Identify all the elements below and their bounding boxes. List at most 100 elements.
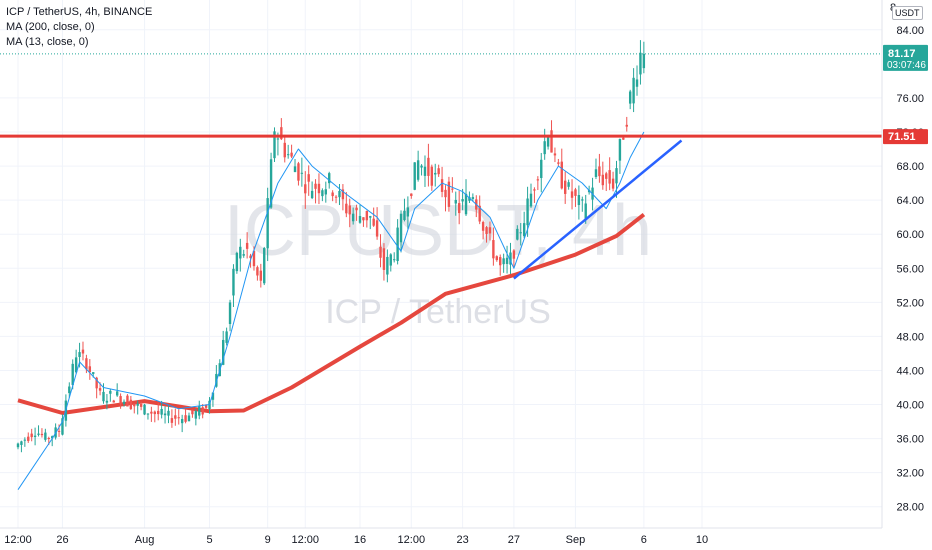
candle-body[interactable] [389,254,392,266]
candle-body[interactable] [423,166,427,176]
candle-body[interactable] [324,189,327,195]
candle-body[interactable] [242,254,245,256]
candle-body[interactable] [481,222,485,231]
candle-body[interactable] [608,170,611,184]
candle-body[interactable] [351,213,355,222]
candle-body[interactable] [519,232,522,234]
ma13-indicator-label[interactable]: MA (13, close, 0) [6,36,89,48]
candle-body[interactable] [341,189,345,200]
candle-body[interactable] [615,168,618,184]
candle-body[interactable] [177,417,180,419]
candle-body[interactable] [98,388,102,391]
candle-body[interactable] [540,159,543,179]
trendline[interactable] [513,139,683,280]
candle-body[interactable] [444,189,447,198]
candle-body[interactable] [314,183,317,189]
candle-body[interactable] [369,216,372,218]
candle-body[interactable] [37,433,40,435]
candle-body[interactable] [115,391,119,396]
candle-body[interactable] [358,216,362,223]
candle-body[interactable] [635,79,639,87]
candle-body[interactable] [174,415,177,419]
candle-body[interactable] [71,363,74,385]
candle-body[interactable] [372,218,375,226]
candle-body[interactable] [427,157,430,176]
candle-body[interactable] [594,169,598,177]
candle-body[interactable] [321,190,324,197]
candle-body[interactable] [20,441,23,445]
candle-body[interactable] [222,339,225,365]
candle-body[interactable] [300,172,304,174]
candle-body[interactable] [577,195,581,206]
candle-body[interactable] [194,410,198,419]
candle-body[interactable] [502,258,505,265]
candle-body[interactable] [139,404,143,407]
ma200-indicator-label[interactable]: MA (200, close, 0) [6,21,95,33]
candle-body[interactable] [136,403,139,406]
candle-body[interactable] [245,242,249,249]
candle-body[interactable] [92,372,95,374]
candle-body[interactable] [119,396,122,405]
candle-body[interactable] [393,259,396,261]
candle-body[interactable] [16,443,20,448]
candle-body[interactable] [30,433,33,438]
candle-body[interactable] [505,257,509,264]
candle-body[interactable] [286,154,290,156]
candle-body[interactable] [331,192,334,197]
candle-body[interactable] [187,415,191,422]
candle-body[interactable] [51,436,54,439]
candle-body[interactable] [478,205,481,222]
candle-body[interactable] [382,248,386,270]
candle-body[interactable] [95,377,98,389]
candle-body[interactable] [338,191,341,198]
candle-body[interactable] [68,386,71,394]
candle-body[interactable] [184,415,187,422]
candle-body[interactable] [263,248,266,284]
candle-body[interactable] [57,430,61,432]
candle-body[interactable] [225,331,228,343]
candle-body[interactable] [611,178,615,189]
candle-body[interactable] [553,153,557,156]
candle-body[interactable] [386,256,389,275]
candle-body[interactable] [396,227,399,262]
candle-body[interactable] [259,270,263,281]
candle-body[interactable] [509,252,512,265]
candle-body[interactable] [191,409,194,415]
candle-body[interactable] [317,183,321,194]
candle-body[interactable] [485,227,488,234]
candle-body[interactable] [557,162,560,164]
candle-body[interactable] [430,166,434,186]
candle-body[interactable] [437,168,440,175]
candle-body[interactable] [126,395,129,407]
candle-body[interactable] [628,91,632,104]
candle-body[interactable] [574,189,577,196]
candle-body[interactable] [180,419,184,424]
candle-body[interactable] [625,124,628,127]
candle-body[interactable] [587,190,591,193]
candle-body[interactable] [567,182,570,187]
candle-body[interactable] [543,141,546,155]
candle-body[interactable] [33,435,37,437]
candle-body[interactable] [47,438,50,440]
candle-body[interactable] [143,404,146,415]
candle-body[interactable] [307,174,310,182]
candle-body[interactable] [454,199,457,204]
candle-body[interactable] [201,407,204,415]
candle-body[interactable] [290,152,293,157]
candle-body[interactable] [622,137,625,140]
symbol-title[interactable]: ICP / TetherUS, 4h, BINANCE [6,6,153,18]
candle-body[interactable] [283,142,286,158]
candle-body[interactable] [348,205,351,215]
candle-body[interactable] [112,400,115,403]
candle-body[interactable] [160,408,163,415]
candle-body[interactable] [440,179,444,192]
candle-body[interactable] [122,401,126,404]
candle-body[interactable] [85,358,88,370]
candle-body[interactable] [170,418,174,423]
candle-body[interactable] [642,53,646,69]
candle-body[interactable] [198,406,201,416]
level-badge[interactable] [883,129,928,145]
candle-body[interactable] [550,130,553,153]
candle-body[interactable] [618,139,622,161]
